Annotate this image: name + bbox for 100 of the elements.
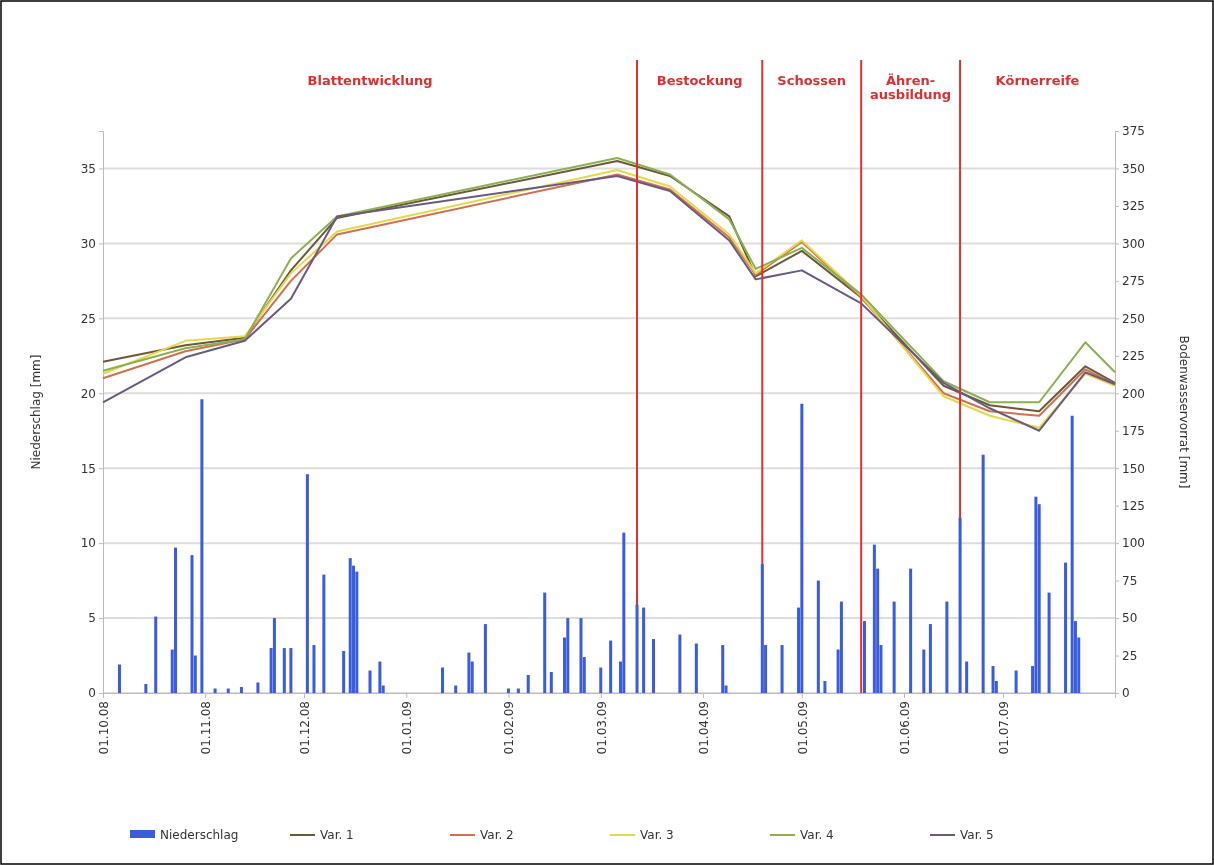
bar: [991, 666, 995, 693]
bar: [928, 624, 932, 693]
bar: [609, 640, 613, 693]
bar: [652, 639, 655, 693]
bar: [190, 555, 194, 693]
y-tick-label: 0: [88, 686, 96, 701]
legend-label: Var. 2: [480, 828, 514, 842]
legend-label: Var. 1: [320, 828, 354, 842]
bar: [839, 601, 843, 693]
y-tick-label: 35: [80, 161, 96, 176]
x-tick-label: 01.11.08: [199, 701, 214, 755]
legend-label: Var. 4: [800, 828, 834, 842]
y2-tick-label: 300: [1122, 236, 1145, 251]
bar: [579, 618, 583, 693]
y2-tick-label: 150: [1122, 461, 1145, 476]
y2-tick-label: 0: [1122, 686, 1130, 701]
y-tick-label: 10: [80, 536, 96, 551]
bar: [441, 667, 445, 693]
bar: [506, 688, 510, 693]
bar: [289, 648, 293, 693]
bar: [872, 544, 876, 693]
bar: [780, 645, 784, 693]
bar: [454, 685, 458, 693]
bar: [945, 601, 949, 693]
bar: [566, 618, 570, 693]
y-tick-label: 5: [88, 611, 96, 626]
bar: [226, 688, 230, 693]
y-tick-label: 15: [80, 461, 96, 476]
y-axis-title: Niederschlag [mm]: [29, 354, 43, 470]
x-tick-label: 01.10.08: [96, 701, 111, 755]
bar: [1014, 670, 1018, 693]
y-tick-label: 25: [80, 311, 96, 326]
legend-label: Niederschlag: [160, 828, 239, 842]
bar: [348, 558, 352, 693]
bar: [922, 649, 926, 693]
bar: [862, 621, 866, 693]
y2-tick-label: 75: [1122, 573, 1138, 588]
bar: [256, 682, 260, 693]
bar: [1070, 415, 1074, 693]
legend-label: Var. 3: [640, 828, 674, 842]
bar: [760, 564, 764, 693]
bar: [174, 547, 178, 693]
text: Blattentwicklung: [307, 73, 433, 88]
y-tick-label: 30: [80, 236, 96, 251]
text: Schossen: [777, 73, 847, 88]
bar: [239, 687, 243, 693]
text: Körnerreife: [995, 73, 1080, 88]
bar: [642, 607, 646, 693]
bar: [549, 672, 553, 693]
bar: [1047, 592, 1051, 693]
bar: [823, 681, 827, 693]
bar: [342, 651, 346, 693]
bar: [800, 403, 804, 693]
bar: [635, 604, 639, 693]
bar: [154, 616, 158, 693]
bar: [958, 517, 962, 693]
bar: [543, 592, 547, 693]
bar: [282, 648, 286, 693]
bar: [378, 661, 382, 693]
y2-tick-label: 50: [1122, 611, 1138, 626]
bar: [622, 532, 626, 693]
x-tick-label: 01.06.09: [897, 701, 912, 755]
bar: [272, 618, 276, 693]
bar: [721, 645, 725, 693]
bar: [516, 688, 520, 693]
y2-tick-label: 25: [1122, 648, 1138, 663]
bar: [322, 574, 326, 693]
text: Bestockung: [656, 73, 743, 88]
bar: [483, 624, 487, 693]
bar: [599, 667, 603, 693]
bar: [467, 652, 471, 693]
legend-label: Var. 5: [960, 828, 994, 842]
bar: [694, 643, 698, 693]
bar: [965, 661, 969, 693]
bar: [909, 568, 913, 693]
text: Ähren- ausbildung: [870, 73, 952, 103]
x-tick-label: 01.12.08: [297, 701, 312, 755]
bar: [981, 454, 985, 693]
y2-tick-label: 375: [1122, 124, 1145, 139]
bar: [200, 399, 204, 693]
bar: [117, 664, 121, 693]
y2-tick-label: 275: [1122, 274, 1145, 289]
y2-axis-title: Bodenwasservorrat [mm]: [1177, 335, 1191, 489]
bar: [213, 688, 217, 693]
x-tick-label: 01.01.09: [400, 701, 415, 755]
y-tick-label: 20: [80, 386, 96, 401]
y2-tick-label: 225: [1122, 349, 1145, 364]
bar: [144, 684, 148, 693]
y2-tick-label: 350: [1122, 161, 1145, 176]
y2-tick-label: 325: [1122, 199, 1145, 214]
bar: [305, 474, 309, 693]
y2-tick-label: 125: [1122, 499, 1145, 514]
x-tick-label: 01.02.09: [502, 701, 517, 755]
bar: [1064, 562, 1068, 693]
x-tick-label: 01.05.09: [795, 701, 810, 755]
bar: [816, 580, 820, 693]
bar: [368, 670, 372, 693]
y2-tick-label: 100: [1122, 536, 1145, 551]
x-tick-label: 01.04.09: [696, 701, 711, 755]
y2-tick-label: 200: [1122, 386, 1145, 401]
